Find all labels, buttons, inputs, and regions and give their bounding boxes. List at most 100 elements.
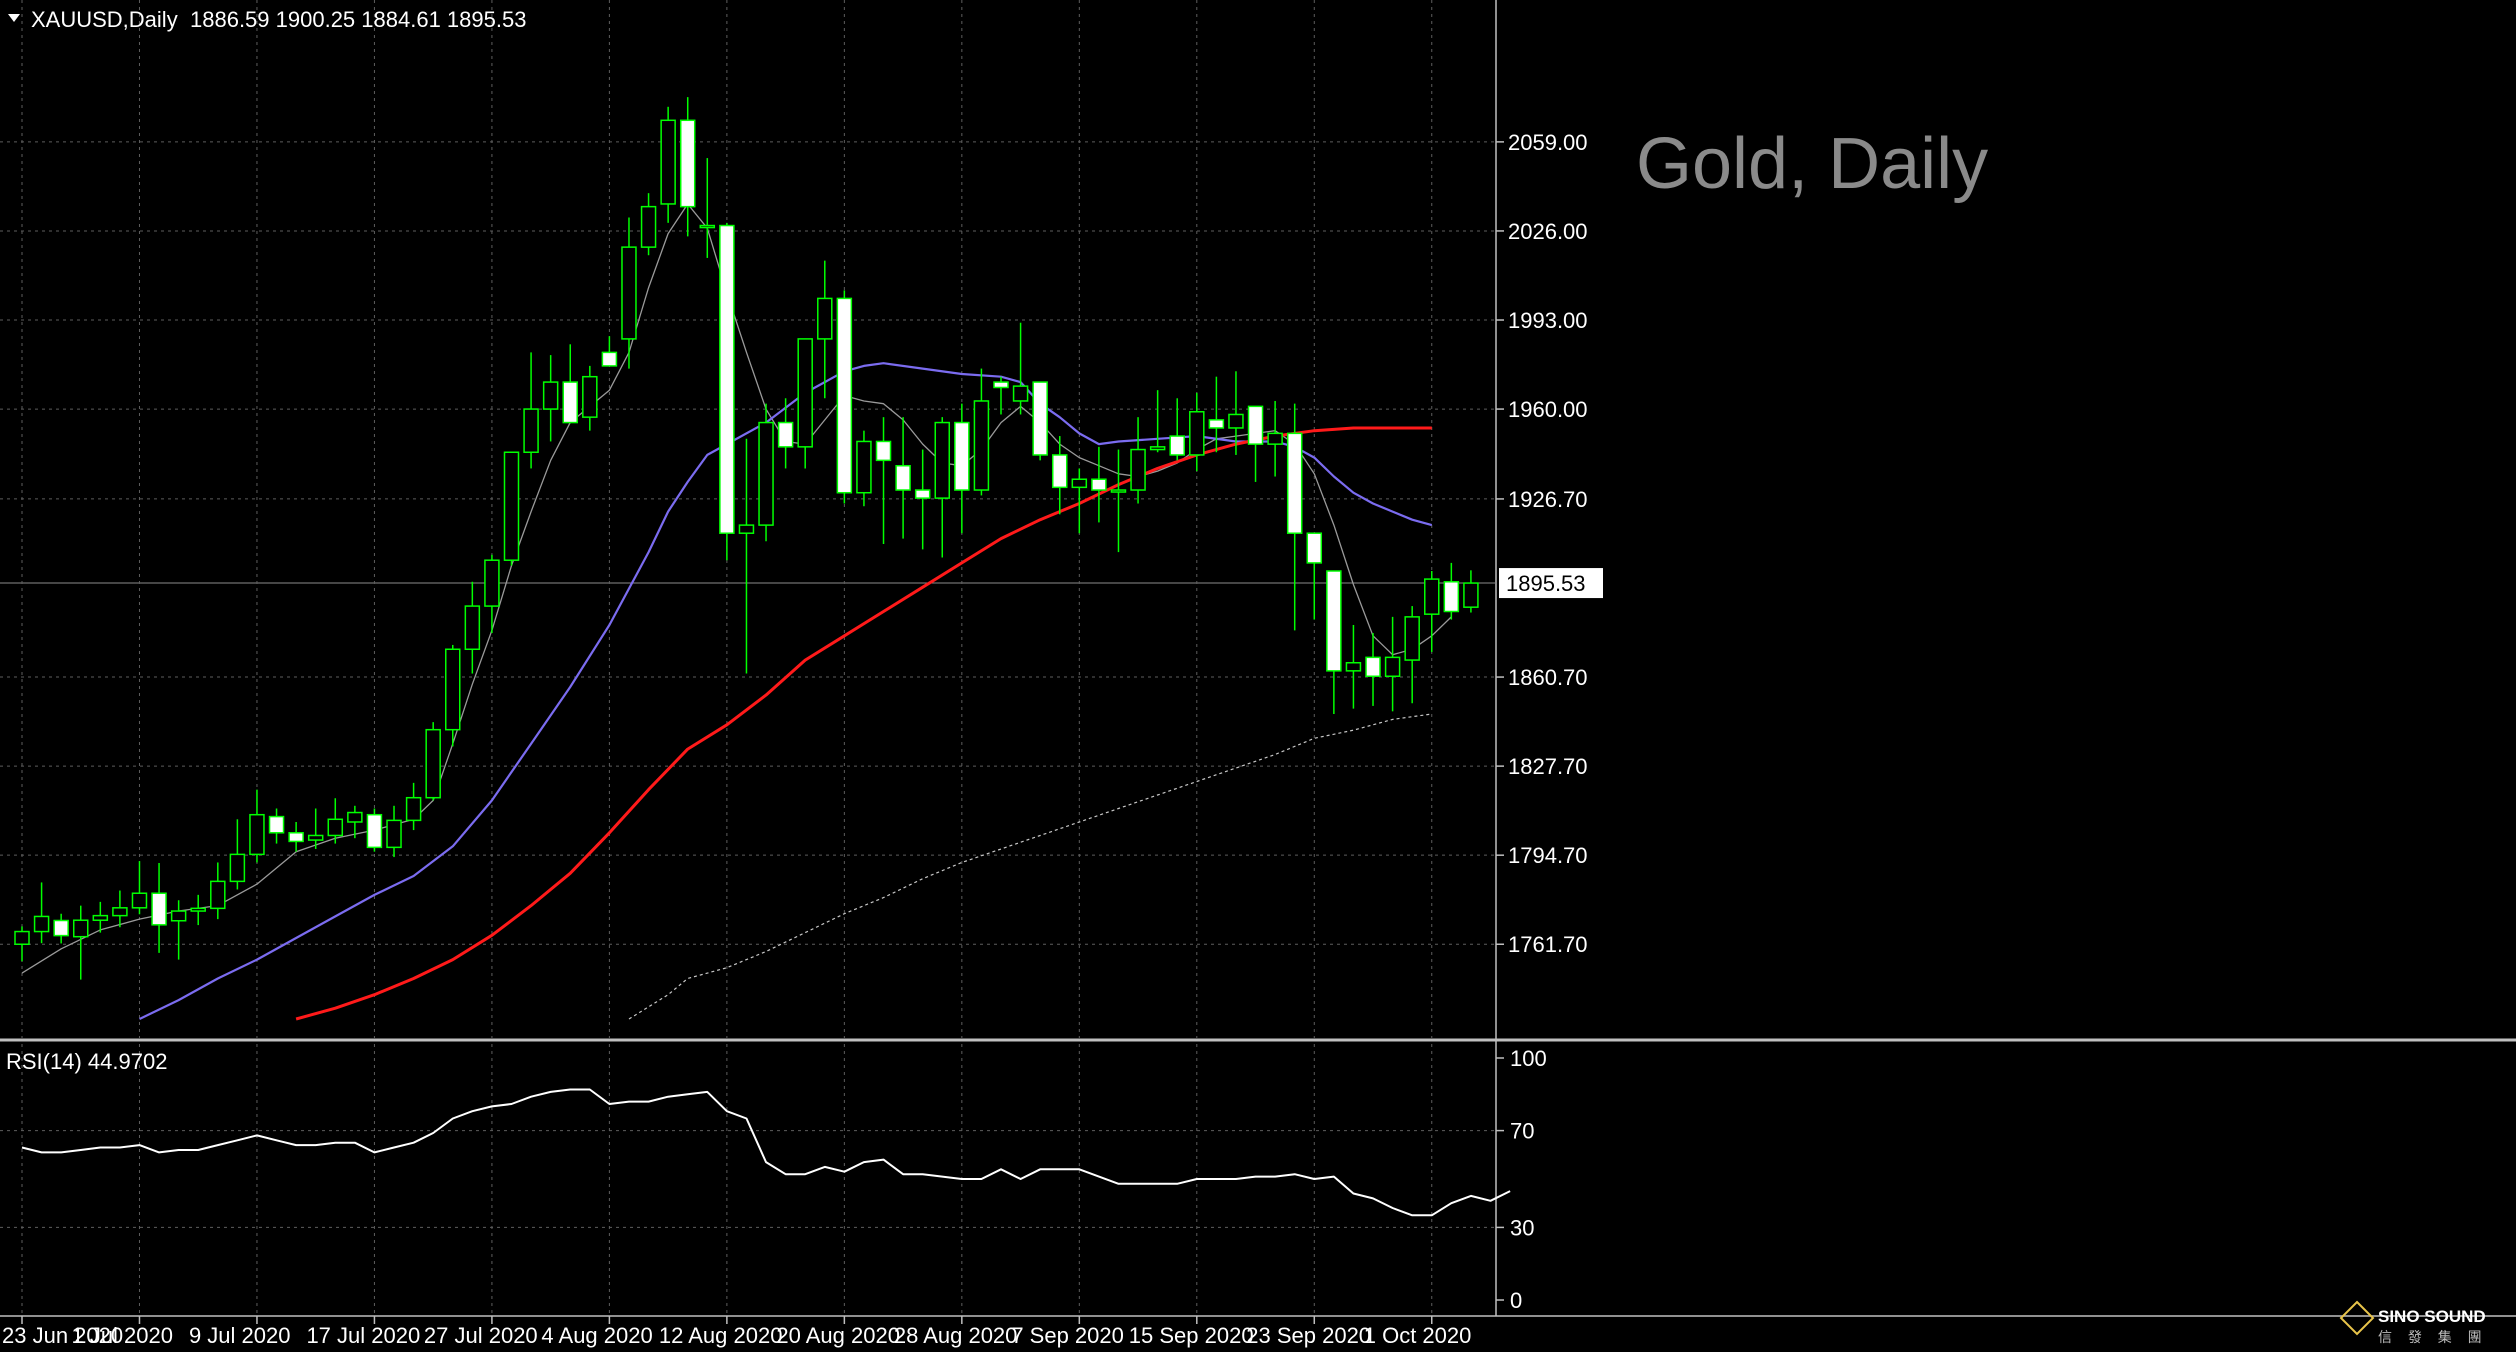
candle-body [1189, 411, 1205, 456]
candle-body [268, 815, 285, 834]
candle [934, 417, 951, 558]
price-tick-label: 1860.70 [1508, 665, 1588, 690]
candle-body [1306, 532, 1323, 564]
candle [777, 398, 794, 469]
candle-body [33, 915, 50, 933]
candle-body [1404, 616, 1420, 661]
candle-body [92, 914, 109, 921]
price-candles [14, 97, 1479, 980]
candle-body [1463, 582, 1479, 608]
candle [523, 352, 539, 469]
grid-lines [0, 0, 2516, 1317]
current-price-label: 1895.53 [1506, 571, 1586, 596]
candle [1326, 570, 1342, 715]
candle [1404, 606, 1420, 704]
rsi-tick-label: 0 [1510, 1288, 1522, 1313]
logo-diamond-icon [2339, 1300, 2375, 1336]
candle-body [366, 813, 383, 849]
candle [72, 905, 89, 980]
candle-body [1247, 405, 1264, 445]
candle [33, 882, 50, 944]
chart-menu-triangle-icon[interactable] [8, 14, 20, 22]
candle-body [895, 464, 911, 491]
chart-header: XAUUSD,Daily 1886.59 1900.25 1884.61 189… [8, 7, 526, 32]
candle-body [190, 907, 206, 912]
candle-body [1443, 581, 1460, 613]
candle-body [229, 853, 246, 883]
candle-body [1032, 381, 1048, 456]
candle [1208, 376, 1225, 453]
candle-body [386, 819, 402, 849]
price-tick-label: 2059.00 [1508, 130, 1588, 155]
rsi-header: RSI(14) 44.9702 [6, 1049, 167, 1074]
date-tick-label: 27 Jul 2020 [424, 1323, 538, 1348]
candle [1345, 624, 1362, 709]
candle [484, 554, 500, 634]
candle [464, 581, 481, 674]
candle [1051, 436, 1068, 515]
date-tick-label: 4 Aug 2020 [541, 1323, 652, 1348]
candle [1169, 398, 1185, 461]
candle-body [425, 728, 441, 799]
date-tick-label: 20 Aug 2020 [776, 1323, 900, 1348]
candle-body [1424, 578, 1440, 615]
price-tick-label: 2026.00 [1508, 219, 1588, 244]
moving-average-line-3 [295, 426, 1432, 1021]
candle-body [797, 338, 813, 448]
candle-body [347, 811, 363, 823]
candle-body [777, 421, 794, 448]
date-tick-label: 1 Jul 2020 [71, 1323, 173, 1348]
candle [53, 913, 69, 944]
candle [1286, 403, 1303, 631]
candle [1032, 381, 1048, 461]
candle-body [170, 910, 187, 922]
candle-body [112, 907, 128, 917]
candle-body [288, 832, 304, 843]
candle [151, 863, 167, 953]
candle [699, 158, 716, 258]
price-tick-label: 1926.70 [1508, 487, 1588, 512]
candle-body [1091, 478, 1107, 491]
candle-body [1326, 570, 1342, 672]
chart-symbol-title: XAUUSD,Daily [31, 7, 178, 32]
candle [190, 894, 206, 926]
date-tick-label: 23 Sep 2020 [1246, 1323, 1371, 1348]
candle-body [72, 919, 89, 938]
candle [1267, 400, 1283, 477]
candle-body [14, 930, 30, 945]
candle [131, 861, 148, 915]
candle [327, 798, 344, 844]
candle [249, 789, 265, 863]
candle-body [621, 246, 637, 340]
candle [1149, 390, 1166, 453]
candle [758, 403, 774, 542]
candle-body [993, 381, 1009, 389]
candle [1424, 570, 1440, 652]
moving-average-line-4 [628, 713, 1432, 1020]
candle-body [954, 421, 970, 491]
candle-body [210, 880, 226, 910]
candle [817, 260, 833, 399]
candle [562, 344, 578, 424]
candle [1091, 446, 1107, 523]
date-tick-label: 15 Sep 2020 [1129, 1323, 1254, 1348]
candle-body [327, 818, 344, 837]
candle [503, 451, 520, 566]
candle-body [1267, 432, 1283, 445]
candle [856, 430, 872, 507]
candle [1228, 371, 1244, 455]
candle-body [1208, 419, 1225, 429]
price-tick-label: 1993.00 [1508, 308, 1588, 333]
candle [601, 336, 618, 367]
candle [366, 808, 383, 852]
candle [542, 355, 559, 442]
candle [1306, 532, 1323, 620]
candle-body [719, 224, 735, 534]
candle-body [249, 813, 265, 856]
candle [92, 901, 109, 933]
candle [347, 805, 363, 839]
price-tick-label: 1794.70 [1508, 843, 1588, 868]
candle-body [738, 524, 755, 534]
